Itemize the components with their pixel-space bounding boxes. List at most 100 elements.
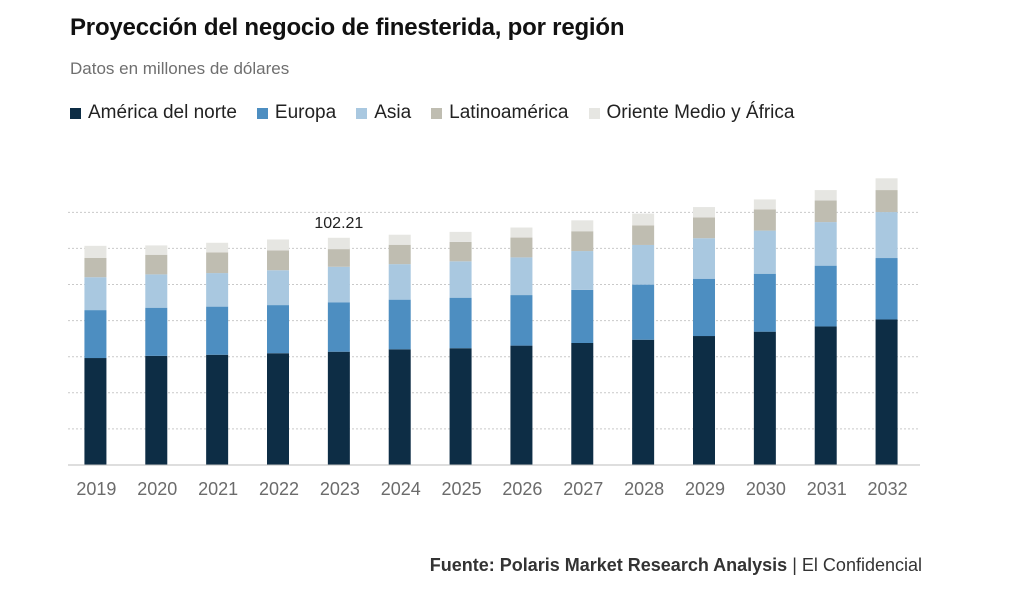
bar-segment	[206, 242, 229, 253]
bar-segment	[449, 241, 472, 262]
bar-segment	[632, 284, 655, 340]
bar-segment	[388, 349, 411, 465]
bar-segment	[449, 261, 472, 298]
legend-swatch	[256, 107, 268, 119]
bar-segment	[145, 254, 168, 275]
bar-segment	[145, 274, 168, 308]
bar-segment	[632, 213, 655, 226]
x-tick-label: 2032	[868, 479, 908, 499]
bar-segment	[693, 207, 715, 218]
legend-swatch	[70, 107, 81, 119]
x-tick-label: 2023	[320, 479, 360, 499]
bar-segment	[753, 273, 776, 332]
source-credit: Fuente: Polaris Market Research Analysis…	[430, 555, 922, 576]
bar-segment	[875, 258, 898, 320]
bar-segment	[753, 199, 776, 210]
bar-segment	[693, 336, 715, 465]
legend-swatch	[588, 107, 600, 119]
bar-segment	[327, 237, 350, 250]
bar-segment	[327, 302, 350, 352]
bar-segment	[388, 234, 411, 245]
bar-segment	[571, 343, 594, 465]
chart-subtitle: Datos en millones de dólares	[70, 59, 290, 78]
bar-segment	[571, 289, 594, 343]
bar-segment	[510, 257, 533, 296]
bar-segment	[388, 244, 411, 265]
data-label: 102.21	[314, 215, 363, 232]
x-tick-label: 2020	[137, 479, 177, 499]
bar-segment	[449, 297, 472, 349]
bar-segment	[571, 231, 594, 252]
bar-segment	[632, 244, 655, 285]
x-tick-label: 2024	[381, 479, 421, 499]
bar-segment	[84, 257, 107, 278]
bar-segment	[327, 351, 350, 465]
legend-item-latin-america: Latinoamérica	[431, 102, 569, 124]
bar-segment	[571, 251, 594, 290]
bar-segment	[510, 295, 533, 346]
bar-segment	[84, 245, 107, 258]
bar-segment	[145, 355, 168, 465]
legend-item-north-america: América del norte	[70, 102, 237, 124]
publisher-name: El Confidencial	[801, 555, 922, 575]
bar-segment	[206, 354, 229, 465]
bar-segment	[206, 273, 229, 307]
bar-segment	[571, 220, 594, 232]
bar-segment	[814, 222, 837, 266]
bar-segment	[875, 212, 898, 259]
bar-segment	[753, 331, 776, 465]
x-tick-label: 2019	[76, 479, 116, 499]
bar-segment	[875, 319, 898, 465]
bar-segment	[84, 277, 107, 311]
bar-segment	[753, 230, 776, 274]
bar-segment	[632, 339, 655, 465]
legend-swatch	[356, 107, 368, 119]
bar-segment	[814, 190, 837, 201]
bar-segment	[267, 270, 289, 306]
bar-segment	[145, 245, 168, 255]
bar-segment	[875, 190, 898, 213]
x-tick-label: 2031	[807, 479, 847, 499]
bar-segment	[510, 345, 533, 465]
legend-label: Latinoamérica	[449, 102, 569, 123]
x-tick-label: 2026	[502, 479, 542, 499]
chart-title: Proyección del negocio de finesterida, p…	[70, 14, 625, 41]
bar-segment	[814, 326, 837, 465]
x-tick-label: 2030	[746, 479, 786, 499]
source-label: Fuente: Polaris Market Research Analysis	[429, 555, 788, 575]
bar-segment	[693, 217, 715, 239]
bar-segment	[145, 307, 168, 356]
bar-segment	[267, 353, 289, 465]
bar-segment	[449, 231, 472, 242]
bar-segment	[388, 264, 411, 300]
legend-label: América del norte	[88, 102, 237, 123]
x-tick-label: 2027	[563, 479, 603, 499]
legend-label: Oriente Medio y África	[606, 102, 795, 123]
bar-segment	[267, 305, 289, 354]
bar-segment	[84, 358, 107, 465]
bar-segment	[510, 227, 533, 238]
legend-item-middle-east-africa: Oriente Medio y África	[588, 102, 795, 124]
x-tick-label: 2025	[442, 479, 482, 499]
legend-item-europe: Europa	[256, 102, 337, 124]
bar-segment	[693, 238, 715, 279]
x-tick-label: 2028	[624, 479, 664, 499]
legend-item-asia: Asia	[356, 102, 411, 124]
chart-legend: América del norte Europa Asia Latinoamér…	[70, 102, 814, 124]
bar-segment	[693, 278, 715, 337]
legend-label: Europa	[274, 102, 337, 123]
bar-segment	[753, 209, 776, 231]
bar-segment	[327, 266, 350, 303]
bar-segment	[449, 348, 472, 465]
bar-segment	[632, 225, 655, 245]
bar-segment	[267, 250, 289, 271]
bar-segment	[84, 310, 107, 359]
source-separator: |	[792, 555, 797, 575]
legend-swatch	[431, 107, 443, 119]
bar-segment	[814, 265, 837, 327]
legend-label: Asia	[374, 102, 412, 123]
bar-segment	[510, 237, 533, 258]
x-tick-label: 2022	[259, 479, 299, 499]
bar-segment	[875, 178, 898, 191]
